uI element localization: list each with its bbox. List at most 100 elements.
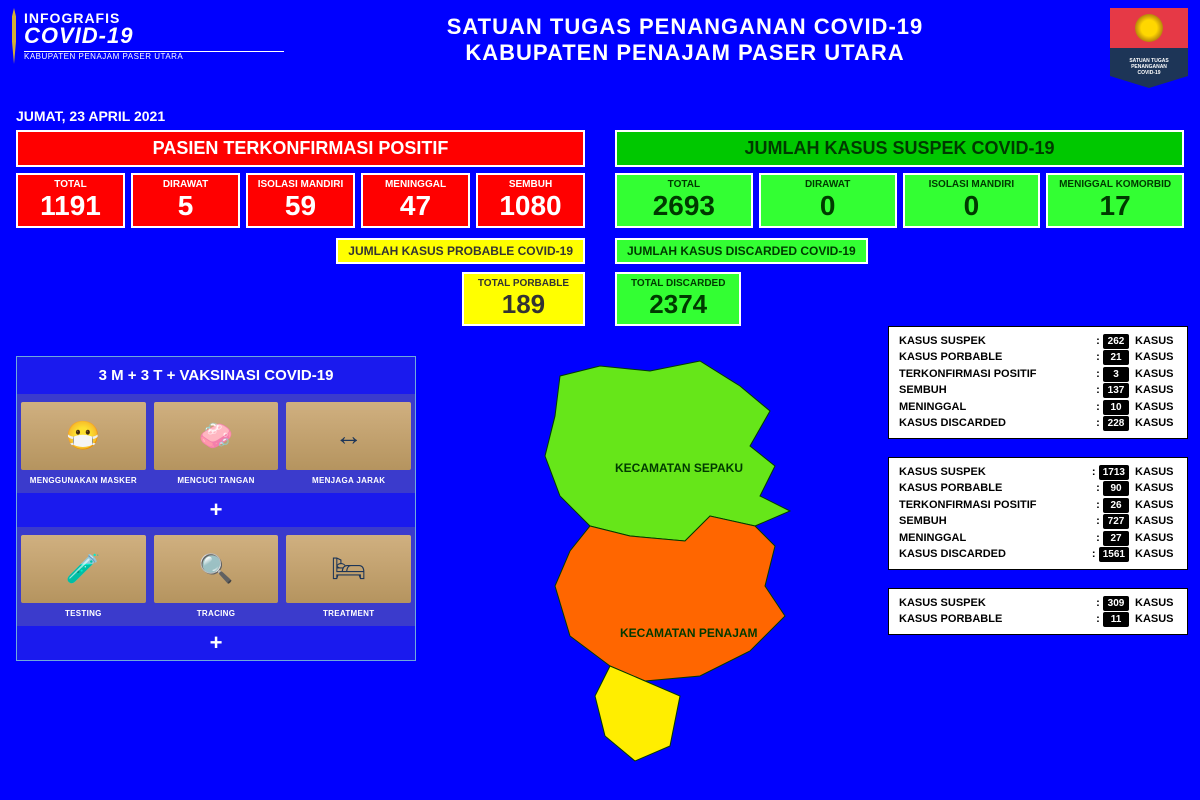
stat-value: 47 <box>365 191 466 222</box>
district-row: KASUS SUSPEK:1713KASUS <box>899 464 1177 481</box>
title-line1: SATUAN TUGAS PENANGANAN COVID-19 <box>272 14 1098 40</box>
row-name: TERKONFIRMASI POSITIF <box>899 497 1093 514</box>
row-unit: KASUS <box>1129 415 1177 432</box>
row-value: 10 <box>1103 400 1129 415</box>
stat-value: 0 <box>907 191 1037 222</box>
stat-box: ISOLASI MANDIRI0 <box>903 173 1041 228</box>
row-value: 21 <box>1103 350 1129 365</box>
stat-value: 2693 <box>619 191 749 222</box>
protocol-caption: MENCUCI TANGAN <box>154 476 279 485</box>
protocol-cell: 🔍TRACING <box>150 527 283 626</box>
district-row: KASUS PORBABLE:90KASUS <box>899 480 1177 497</box>
row-unit: KASUS <box>1129 333 1177 350</box>
row-value: 1713 <box>1099 465 1129 480</box>
lower-section: 3 M + 3 T + VAKSINASI COVID-19 😷MENGGUNA… <box>0 346 1200 796</box>
row-value: 27 <box>1103 531 1129 546</box>
stat-box: SEMBUH1080 <box>476 173 585 228</box>
protocol-cell: ↔ MENJAGA JARAK <box>282 394 415 493</box>
protocol-icon: 🛏 <box>286 535 411 603</box>
row-name: TERKONFIRMASI POSITIF <box>899 366 1093 383</box>
row-unit: KASUS <box>1129 546 1177 563</box>
row-value: 26 <box>1103 498 1129 513</box>
plus-icon: + <box>167 367 180 384</box>
district-row: KASUS SUSPEK:262KASUS <box>899 333 1177 350</box>
row-name: KASUS PORBABLE <box>899 611 1093 628</box>
main-title: SATUAN TUGAS PENANGANAN COVID-19 KABUPAT… <box>272 8 1098 66</box>
row-value: 90 <box>1103 481 1129 496</box>
stat-value: 1191 <box>20 191 121 222</box>
map-region <box>555 516 785 681</box>
map-region <box>545 361 790 541</box>
row-unit: KASUS <box>1129 480 1177 497</box>
row-value: 1561 <box>1099 547 1129 562</box>
protocol-title: 3 M + 3 T + VAKSINASI COVID-19 <box>17 357 415 394</box>
protocol-icon: ↔ <box>286 402 411 470</box>
stat-value: 59 <box>250 191 351 222</box>
row-name: KASUS DISCARDED <box>899 546 1089 563</box>
row-unit: KASUS <box>1129 497 1177 514</box>
row-unit: KASUS <box>1129 595 1177 612</box>
stat-value: 5 <box>135 191 236 222</box>
district-box: KASUS SUSPEK:1713KASUSKASUS PORBABLE:90K… <box>888 457 1188 570</box>
row-unit: KASUS <box>1129 382 1177 399</box>
district-box: KASUS SUSPEK:309KASUSKASUS PORBABLE:11KA… <box>888 588 1188 635</box>
district-row: SEMBUH:727KASUS <box>899 513 1177 530</box>
protocol-panel: 3 M + 3 T + VAKSINASI COVID-19 😷MENGGUNA… <box>16 356 416 661</box>
district-map <box>440 316 860 786</box>
stat-box: MENINGGAL47 <box>361 173 470 228</box>
row-unit: KASUS <box>1129 349 1177 366</box>
region-label: KECAMATAN SEPAKU <box>615 461 743 475</box>
protocol-caption: TESTING <box>21 609 146 618</box>
district-row: TERKONFIRMASI POSITIF:26KASUS <box>899 497 1177 514</box>
protocol-icon: 😷 <box>21 402 146 470</box>
stat-value: 0 <box>763 191 893 222</box>
probable-label: JUMLAH KASUS PROBABLE COVID-19 <box>336 238 585 264</box>
row-value: 228 <box>1103 416 1129 431</box>
protocol-cell: 🛏 TREATMENT <box>282 527 415 626</box>
district-row: KASUS DISCARDED:228KASUS <box>899 415 1177 432</box>
protocol-cell: 🧪TESTING <box>17 527 150 626</box>
row-unit: KASUS <box>1129 464 1177 481</box>
row-unit: KASUS <box>1129 530 1177 547</box>
stat-box: TOTAL1191 <box>16 173 125 228</box>
satgas-banner-icon: SATUAN TUGAS PENANGANAN COVID-19 <box>1110 8 1188 88</box>
row-value: 3 <box>1103 367 1129 382</box>
stat-value: 17 <box>1050 191 1180 222</box>
protocol-cell: 🧼 MENCUCI TANGAN <box>150 394 283 493</box>
district-box: KASUS SUSPEK:262KASUSKASUS PORBABLE:21KA… <box>888 326 1188 439</box>
stat-box: DIRAWAT0 <box>759 173 897 228</box>
district-row: KASUS PORBABLE:11KASUS <box>899 611 1177 628</box>
district-row: MENINGGAL:27KASUS <box>899 530 1177 547</box>
row-name: MENINGGAL <box>899 399 1093 416</box>
confirmed-panel: PASIEN TERKONFIRMASI POSITIF TOTAL1191DI… <box>16 130 585 228</box>
logo-line2: COVID-19 <box>24 25 284 47</box>
logo-sub: KABUPATEN PENAJAM PASER UTARA <box>24 52 284 61</box>
logo-right: SATUAN TUGAS PENANGANAN COVID-19 <box>1098 8 1188 98</box>
suspect-title: JUMLAH KASUS SUSPEK COVID-19 <box>615 130 1184 167</box>
map-region <box>595 666 680 761</box>
row-unit: KASUS <box>1129 366 1177 383</box>
plus-divider: + <box>17 626 415 660</box>
district-row: TERKONFIRMASI POSITIF:3KASUS <box>899 366 1177 383</box>
probable-box-label: TOTAL PORBABLE <box>478 278 569 289</box>
row-value: 11 <box>1103 612 1129 627</box>
protocol-caption: TREATMENT <box>286 609 411 618</box>
district-row: MENINGGAL:10KASUS <box>899 399 1177 416</box>
district-row: SEMBUH:137KASUS <box>899 382 1177 399</box>
row-name: KASUS DISCARDED <box>899 415 1093 432</box>
map-area: KECAMATAN SEPAKU KECAMATAN PENAJAM <box>440 316 860 786</box>
district-row: KASUS PORBABLE:21KASUS <box>899 349 1177 366</box>
protocol-icon: 🔍 <box>154 535 279 603</box>
row-name: SEMBUH <box>899 382 1093 399</box>
row-name: KASUS SUSPEK <box>899 333 1093 350</box>
protocol-caption: MENJAGA JARAK <box>286 476 411 485</box>
garuda-emblem-icon <box>1135 14 1163 42</box>
confirmed-title: PASIEN TERKONFIRMASI POSITIF <box>16 130 585 167</box>
stat-box: ISOLASI MANDIRI59 <box>246 173 355 228</box>
row-unit: KASUS <box>1129 399 1177 416</box>
protocol-icon: 🧼 <box>154 402 279 470</box>
row-name: KASUS SUSPEK <box>899 595 1093 612</box>
regency-shield-icon <box>12 8 16 64</box>
row-unit: KASUS <box>1129 513 1177 530</box>
region-label: KECAMATAN PENAJAM <box>620 626 758 640</box>
